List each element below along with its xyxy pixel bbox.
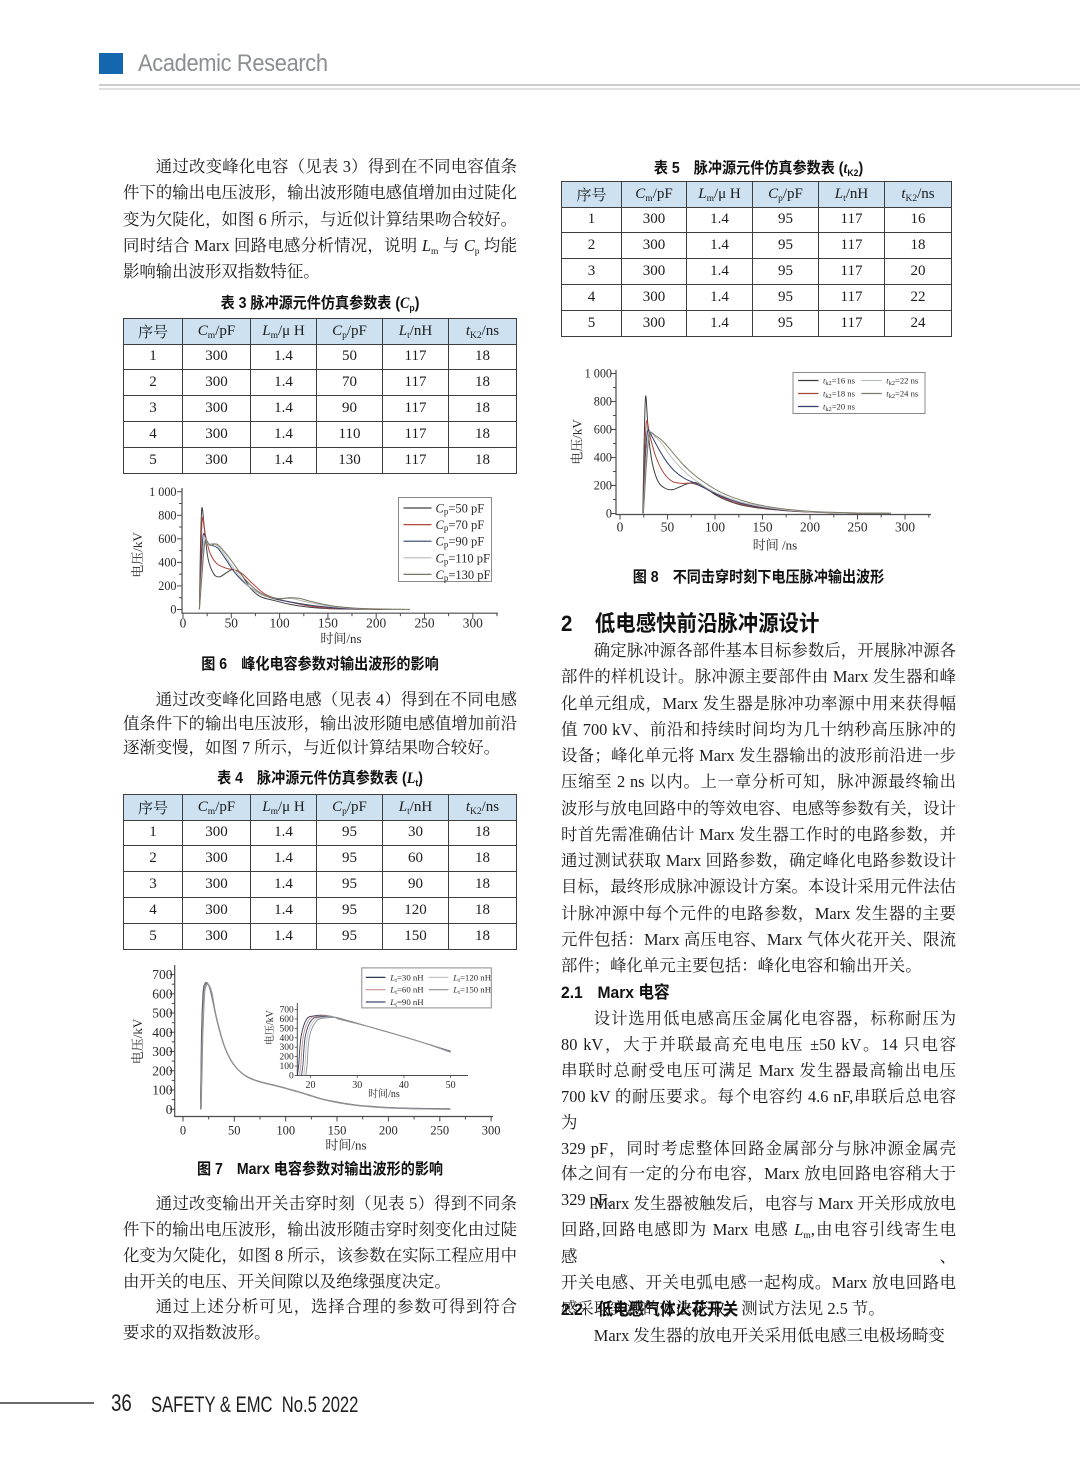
svg-text:tk2=20 ns: tk2=20 ns	[823, 402, 856, 414]
svg-text:电压/kV: 电压/kV	[570, 419, 585, 465]
svg-text:50: 50	[661, 520, 675, 535]
svg-text:Cp=90 pF: Cp=90 pF	[436, 535, 485, 550]
svg-text:300: 300	[280, 1043, 295, 1053]
svg-text:1 000: 1 000	[585, 367, 612, 381]
svg-text:1 000: 1 000	[149, 485, 176, 499]
svg-text:250: 250	[847, 520, 867, 535]
svg-text:700: 700	[152, 967, 173, 982]
svg-text:Cp=50 pF: Cp=50 pF	[436, 502, 485, 517]
svg-text:Cp=130 pF: Cp=130 pF	[436, 568, 491, 583]
svg-text:400: 400	[594, 451, 612, 465]
svg-text:Lt=90 nH: Lt=90 nH	[389, 997, 424, 1009]
svg-text:200: 200	[366, 616, 386, 631]
svg-text:Lt=150 nH: Lt=150 nH	[452, 985, 491, 997]
svg-text:600: 600	[594, 423, 612, 437]
svg-text:tk2=16 ns: tk2=16 ns	[823, 376, 856, 388]
svg-text:300: 300	[463, 616, 483, 631]
svg-text:0: 0	[617, 520, 624, 535]
svg-text:Lt=30 nH: Lt=30 nH	[389, 972, 424, 984]
svg-text:250: 250	[414, 616, 434, 631]
svg-text:tk2=18 ns: tk2=18 ns	[823, 389, 856, 401]
svg-text:300: 300	[895, 520, 915, 535]
svg-text:150: 150	[752, 520, 772, 535]
svg-text:200: 200	[158, 579, 176, 593]
svg-text:200: 200	[594, 479, 612, 493]
svg-text:300: 300	[482, 1124, 501, 1138]
svg-text:Lt=60 nH: Lt=60 nH	[389, 985, 424, 997]
svg-text:0: 0	[289, 1072, 294, 1082]
svg-text:tk2=24 ns: tk2=24 ns	[886, 389, 919, 401]
svg-text:300: 300	[152, 1044, 173, 1059]
svg-text:800: 800	[594, 395, 612, 409]
svg-text:tk2=22 ns: tk2=22 ns	[886, 376, 919, 388]
svg-text:20: 20	[306, 1080, 316, 1091]
svg-text:50: 50	[446, 1080, 456, 1091]
svg-text:30: 30	[352, 1080, 362, 1091]
svg-text:电压/kV: 电压/kV	[130, 532, 145, 578]
svg-text:电压/kV: 电压/kV	[130, 1018, 145, 1064]
svg-text:0: 0	[180, 1124, 186, 1138]
svg-text:250: 250	[430, 1124, 449, 1138]
svg-text:100: 100	[705, 520, 725, 535]
svg-text:150: 150	[318, 616, 338, 631]
svg-text:600: 600	[152, 986, 173, 1001]
svg-text:0: 0	[180, 616, 187, 631]
svg-text:400: 400	[158, 556, 176, 570]
svg-text:400: 400	[152, 1025, 173, 1040]
svg-text:40: 40	[399, 1080, 409, 1091]
svg-text:0: 0	[166, 1102, 173, 1117]
svg-text:500: 500	[152, 1006, 173, 1021]
svg-text:Cp=70 pF: Cp=70 pF	[436, 518, 485, 533]
svg-text:500: 500	[280, 1024, 295, 1034]
svg-text:600: 600	[158, 532, 176, 546]
svg-text:时间 /ns: 时间 /ns	[753, 538, 797, 553]
svg-text:150: 150	[328, 1124, 347, 1138]
svg-text:0: 0	[170, 603, 176, 617]
svg-text:100: 100	[152, 1083, 173, 1098]
svg-text:600: 600	[280, 1015, 295, 1025]
svg-text:50: 50	[228, 1124, 241, 1138]
svg-text:100: 100	[276, 1124, 295, 1138]
svg-text:700: 700	[280, 1006, 295, 1016]
svg-text:400: 400	[280, 1034, 295, 1044]
svg-text:电压/kV: 电压/kV	[263, 1009, 276, 1045]
svg-text:100: 100	[280, 1062, 295, 1072]
svg-text:时间/ns: 时间/ns	[325, 1138, 366, 1153]
svg-text:时间/ns: 时间/ns	[368, 1087, 400, 1100]
svg-text:Lt=120 nH: Lt=120 nH	[452, 972, 491, 984]
svg-text:时间/ns: 时间/ns	[320, 631, 361, 646]
svg-text:Cp=110 pF: Cp=110 pF	[436, 551, 491, 566]
svg-text:100: 100	[270, 616, 290, 631]
svg-text:800: 800	[158, 509, 176, 523]
svg-text:200: 200	[379, 1124, 398, 1138]
svg-text:200: 200	[280, 1053, 295, 1063]
svg-text:0: 0	[606, 507, 612, 521]
svg-text:50: 50	[225, 616, 239, 631]
svg-text:200: 200	[800, 520, 820, 535]
svg-text:200: 200	[152, 1063, 173, 1078]
